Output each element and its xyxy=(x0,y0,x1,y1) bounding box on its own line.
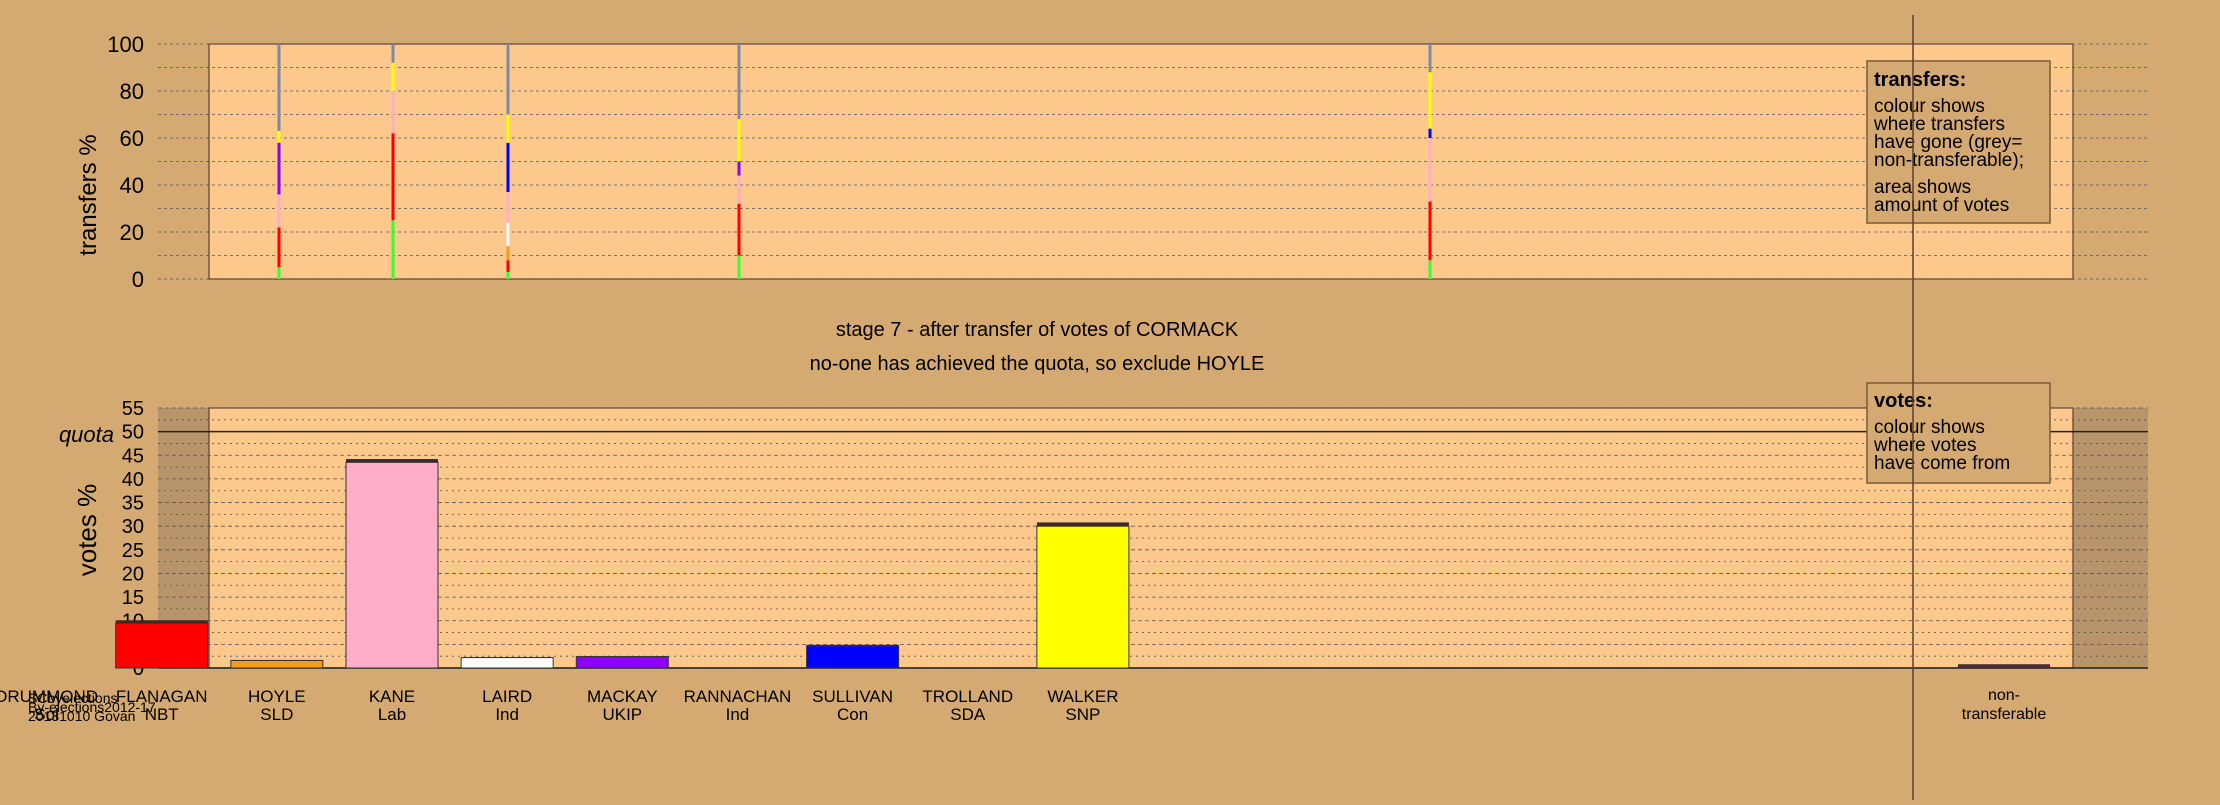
votes-legend: votes: colour shows where votes have com… xyxy=(1867,383,2050,483)
votes-ytick: 35 xyxy=(122,493,144,515)
transfer-segment xyxy=(278,267,281,279)
candidate-name: HOYLE xyxy=(248,687,306,706)
stage-title: stage 7 - after transfer of votes of COR… xyxy=(836,319,1239,341)
transfer-segment xyxy=(1429,129,1432,138)
transfers-ytick: 60 xyxy=(120,126,144,151)
candidate-party: SDA xyxy=(950,705,986,724)
transfer-segment xyxy=(1429,72,1432,128)
candidate-party: Ind xyxy=(726,705,750,724)
transfers-ytick: 0 xyxy=(132,267,144,292)
transfer-segment xyxy=(1429,44,1432,72)
candidate-party: Con xyxy=(837,705,868,724)
transfer-segment xyxy=(278,131,281,143)
transfer-segment xyxy=(738,119,741,161)
vote-bar xyxy=(576,657,668,668)
votes-legend-title: votes: xyxy=(1874,390,1933,412)
vote-bar xyxy=(346,462,438,668)
transfer-segment xyxy=(392,91,395,133)
candidate-name: TROLLAND xyxy=(922,687,1013,706)
votes-ytick: 50 xyxy=(122,422,144,444)
votes-ytick: 20 xyxy=(122,563,144,585)
votes-ytick: 15 xyxy=(122,587,144,609)
transfers-legend: transfers: colour shows where transfers … xyxy=(1867,61,2050,223)
vote-bar xyxy=(116,623,208,668)
transfer-segment xyxy=(738,162,741,176)
transfer-segment xyxy=(738,44,741,119)
candidate-party: SNP xyxy=(1065,705,1100,724)
candidate-name: RANNACHAN xyxy=(684,687,792,706)
transfer-segment xyxy=(1429,260,1432,279)
votes-ytick: 40 xyxy=(122,469,144,491)
footer-line: 20131010 Govan xyxy=(28,708,135,724)
transfers-ytick: 40 xyxy=(120,173,144,198)
votes-ytick: 55 xyxy=(122,398,144,420)
votes-ytick: 30 xyxy=(122,516,144,538)
transfer-segment xyxy=(507,223,510,247)
candidate-name: MACKAY xyxy=(587,687,658,706)
transfer-segment xyxy=(507,44,510,115)
quota-label: quota xyxy=(59,422,114,447)
candidate-name: WALKER xyxy=(1047,687,1118,706)
transfers-panel: 0 20 40 60 80 100 xyxy=(107,32,2148,292)
vote-bar xyxy=(461,658,553,668)
votes-axis-label: votes % xyxy=(72,484,102,577)
transfers-ytick: 80 xyxy=(120,79,144,104)
transfer-cap xyxy=(346,459,438,462)
nontransferable-bar xyxy=(1958,664,2050,668)
transfer-segment xyxy=(738,176,741,204)
votes-panel: 0510152025303540455055 xyxy=(0,398,2148,680)
transfers-legend-line: non-transferable); xyxy=(1874,150,2024,171)
transfer-segment xyxy=(392,220,395,279)
candidate-party: UKIP xyxy=(602,705,642,724)
transfer-segment xyxy=(738,204,741,256)
transfer-segment xyxy=(507,272,510,279)
transfer-cap xyxy=(807,645,899,646)
transfer-segment xyxy=(278,143,281,195)
transfer-segment xyxy=(507,192,510,223)
candidate-labels: BAILLIEBriBOYLEComCORMACKSCCRAWFORDGrnDR… xyxy=(0,687,2046,724)
transfers-legend-title: transfers: xyxy=(1874,69,1966,91)
transfers-ytick: 20 xyxy=(120,220,144,245)
transfers-axis-label: transfers % xyxy=(75,134,102,255)
candidate-party: Lab xyxy=(378,705,406,724)
candidate-party: Ind xyxy=(495,705,519,724)
vote-bar xyxy=(231,660,323,668)
candidate-name: SULLIVAN xyxy=(812,687,893,706)
transfer-segment xyxy=(507,115,510,143)
transfers-legend-line: amount of votes xyxy=(1874,195,2009,216)
candidate-name: LAIRD xyxy=(482,687,532,706)
nontransferable-label: non- xyxy=(1988,687,2020,704)
transfer-segment xyxy=(507,246,510,260)
nontransferable-label: transferable xyxy=(1962,706,2047,723)
transfer-segment xyxy=(278,44,281,131)
candidate-name: KANE xyxy=(369,687,415,706)
vote-bar xyxy=(1037,526,1129,668)
transfer-segment xyxy=(392,133,395,220)
transfers-ytick: 100 xyxy=(107,32,144,57)
transfer-cap xyxy=(116,620,208,623)
transfer-segment xyxy=(278,227,281,267)
votes-ytick: 45 xyxy=(122,445,144,467)
transfer-segment xyxy=(738,256,741,280)
transfer-segment xyxy=(392,44,395,63)
candidate-party: SLD xyxy=(260,705,293,724)
transfer-segment xyxy=(278,194,281,227)
stage-subtitle: no-one has achieved the quota, so exclud… xyxy=(810,353,1265,375)
transfer-segment xyxy=(1429,138,1432,201)
vote-bar xyxy=(807,646,899,668)
votes-ytick: 25 xyxy=(122,540,144,562)
transfer-segment xyxy=(507,143,510,192)
transfer-segment xyxy=(392,63,395,91)
votes-legend-line: have come from xyxy=(1874,453,2010,474)
transfer-segment xyxy=(507,260,510,272)
transfer-cap xyxy=(1037,522,1129,526)
transfer-segment xyxy=(1429,201,1432,260)
